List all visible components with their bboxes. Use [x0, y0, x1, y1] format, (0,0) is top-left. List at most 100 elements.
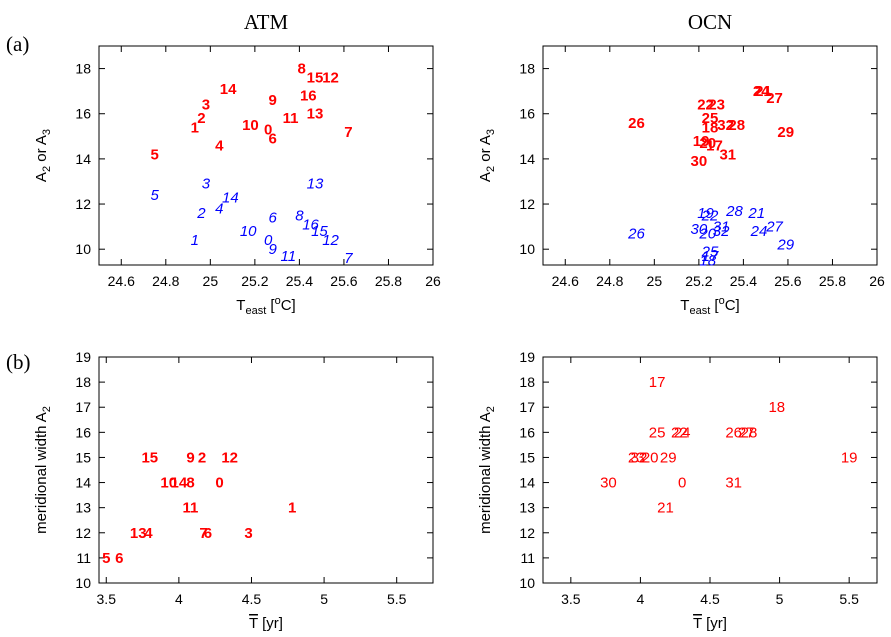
y-tick-label: 10 [75, 241, 91, 257]
y-tick-label: 17 [519, 399, 535, 415]
data-point-label: 3 [202, 176, 211, 193]
y-tick-label: 12 [519, 196, 535, 212]
data-point-label: 11 [280, 248, 296, 265]
y-tick-label: 12 [519, 525, 535, 541]
x-tick-label: 26 [869, 273, 885, 289]
data-point-label: 9 [269, 92, 277, 109]
data-point-label: 6 [269, 131, 277, 148]
data-point-label: 30 [691, 153, 708, 170]
x-tick-label: 24.6 [108, 273, 135, 289]
data-point-label: 6 [115, 550, 123, 567]
data-point-label: 13 [130, 525, 147, 542]
chart-atm_a: 24.6 24.8 25 25.2 25.4 25.6 25.8 261012141618AT… [33, 10, 441, 317]
y-axis-label: meridional width A2 [33, 406, 53, 534]
y-tick-label: 10 [519, 241, 535, 257]
data-point-label: 24 [674, 424, 691, 441]
data-point-label: 26 [628, 115, 645, 132]
x-tick-label: 5.5 [387, 591, 407, 607]
y-tick-label: 14 [519, 151, 535, 167]
data-point-label: 16 [302, 216, 319, 233]
charts-group: 24.6 24.8 25 25.2 25.4 25.6 25.8 261012141618AT… [33, 10, 885, 632]
data-point-label: 0 [264, 232, 273, 249]
data-point-label: 28 [728, 117, 745, 134]
chart-ocn_a: 24.6 24.8 25 25.2 25.4 25.6 25.8 26 10 12 14 16 18 OC… [477, 10, 885, 317]
data-point-label: 25 [701, 243, 719, 260]
x-tick-label: 3.5 [97, 591, 117, 607]
y-tick-label: 16 [519, 424, 535, 440]
data-point-label: 29 [660, 449, 677, 466]
y-tick-label: 14 [519, 475, 535, 491]
data-point-label: 32 [631, 449, 648, 466]
y-axis-label-sub2: 3 [41, 129, 53, 135]
x-tick-label: 24.8 [152, 273, 179, 289]
data-point-label: 21 [657, 500, 674, 517]
data-point-label: 29 [777, 124, 794, 141]
x-axis-label: Teast [oC] [236, 295, 295, 317]
data-point-label: 17 [702, 248, 719, 265]
chart-title: OCN [688, 10, 732, 34]
data-point-label: 19 [693, 133, 710, 150]
x-tick-label: 4 [175, 591, 183, 607]
x-axis-label-sup: o [275, 295, 281, 307]
chart-ocn_b: 3.5 4 4.5 5 5.5 10 11 12 13 14 15 16 17 18 19 T [yr] mer… [477, 349, 878, 632]
data-point-label: 6 [269, 210, 278, 227]
x-axis-label-sub: east [245, 305, 266, 317]
data-point-label: 26 [627, 225, 645, 242]
x-axis-label-main: T [680, 297, 689, 314]
y-tick-label: 19 [75, 349, 91, 365]
data-point-label: 8 [297, 61, 305, 78]
data-point-label: 22 [701, 207, 719, 224]
x-axis-label-end: C] [725, 297, 740, 314]
data-point-label: 8 [295, 207, 304, 224]
y-tick-label: 14 [75, 151, 91, 167]
x-tick-label: 24.6 [552, 273, 579, 289]
data-point-label: 14 [222, 189, 239, 206]
y-tick-label: 13 [75, 500, 91, 516]
x-axis-label-bracket: [ [266, 297, 275, 314]
x-tick-label: 25 [203, 273, 219, 289]
data-point-label: 0 [678, 475, 686, 492]
x-axis-label-main: T [249, 615, 258, 632]
y-axis-label-sub: 2 [41, 166, 53, 172]
data-point-label: 17 [706, 137, 723, 154]
y-tick-label: 10 [75, 575, 91, 591]
data-point-label: 21 [755, 83, 772, 100]
data-point-label: 5 [102, 550, 110, 567]
data-point-label: 4 [144, 525, 153, 542]
y-axis-label-mid: or A [477, 135, 494, 166]
data-point-label: 17 [649, 374, 666, 391]
data-point-label: 19 [697, 205, 714, 222]
y-axis-label-main: A [477, 172, 494, 182]
y-tick-label: 18 [519, 61, 535, 77]
data-point-label: 15 [141, 449, 158, 466]
y-tick-label: 16 [519, 106, 535, 122]
y-tick-label: 18 [75, 61, 91, 77]
plot-frame [98, 45, 434, 266]
data-point-label: 8 [186, 475, 194, 492]
data-point-label: 12 [221, 449, 238, 466]
data-point-label: 25 [649, 424, 666, 441]
x-axis-label: T [yr] [249, 615, 283, 632]
data-point-label: 7 [344, 124, 352, 141]
x-tick-label: 25.4 [286, 273, 313, 289]
x-axis-label-main: T [236, 297, 245, 314]
y-tick-label: 19 [519, 349, 535, 365]
data-point-label: 30 [691, 221, 708, 238]
data-point-label: 13 [307, 176, 324, 193]
y-axis-label: A2 or A3 [477, 129, 497, 182]
data-point-label: 5 [150, 187, 159, 204]
x-tick-label: 25 [647, 273, 663, 289]
data-point-label: 5 [150, 146, 158, 163]
data-point-label: 12 [322, 70, 339, 87]
y-axis-label-mid: or A [33, 135, 50, 166]
data-point-label: 16 [300, 88, 317, 105]
x-tick-label: 25.4 [730, 273, 757, 289]
x-tick-label: 25.2 [241, 273, 268, 289]
x-axis-label-bracket: [ [710, 297, 719, 314]
x-axis-label-sub: east [689, 305, 710, 317]
data-point-label: 18 [699, 252, 716, 269]
y-axis-label: meridional width A2 [477, 406, 497, 534]
data-point-label: 13 [307, 106, 324, 123]
y-tick-label: 12 [75, 525, 91, 541]
